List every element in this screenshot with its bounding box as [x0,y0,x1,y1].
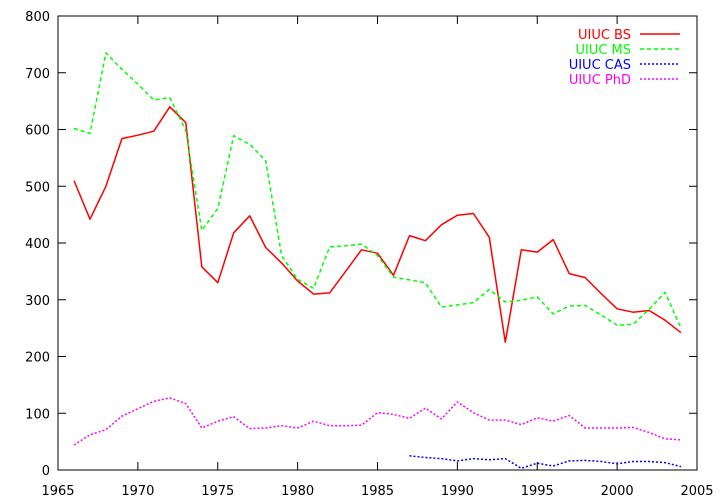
series-line-uiuc-bs [73,106,682,344]
y-tick-label: 200 [25,351,50,366]
y-tick-label: 0 [42,464,50,479]
series-line-uiuc-ms [73,52,682,329]
x-tick-label: 1980 [281,484,314,499]
y-tick-label: 300 [25,294,50,309]
x-tick-label: 2000 [601,484,634,499]
x-tick-label: 1970 [121,484,154,499]
y-tick-label: 400 [25,237,50,252]
legend-label: UIUC BS [578,28,631,43]
y-tick-label: 500 [25,180,50,195]
legend-label: UIUC CAS [569,58,631,73]
legend-label: UIUC PhD [569,73,631,88]
y-tick-label: 600 [25,124,50,139]
y-tick-label: 700 [25,67,50,82]
x-tick-label: 1995 [521,484,554,499]
x-tick-label: 1975 [201,484,234,499]
x-tick-label: 1985 [361,484,394,499]
x-tick-label: 1965 [41,484,74,499]
plot-lines [73,52,682,470]
chart-axes: 0 100 200 300 400 500 600 700 800 1965 1970 1975 198… [25,10,713,499]
legend-label: UIUC MS [575,43,631,58]
y-tick-label: 800 [25,10,50,25]
series-line-uiuc-phd [73,397,682,446]
series-line-uiuc-cas [409,455,682,470]
y-tick-label: 100 [25,407,50,422]
x-tick-label: 1990 [441,484,474,499]
x-tick-label: 2005 [680,484,713,499]
